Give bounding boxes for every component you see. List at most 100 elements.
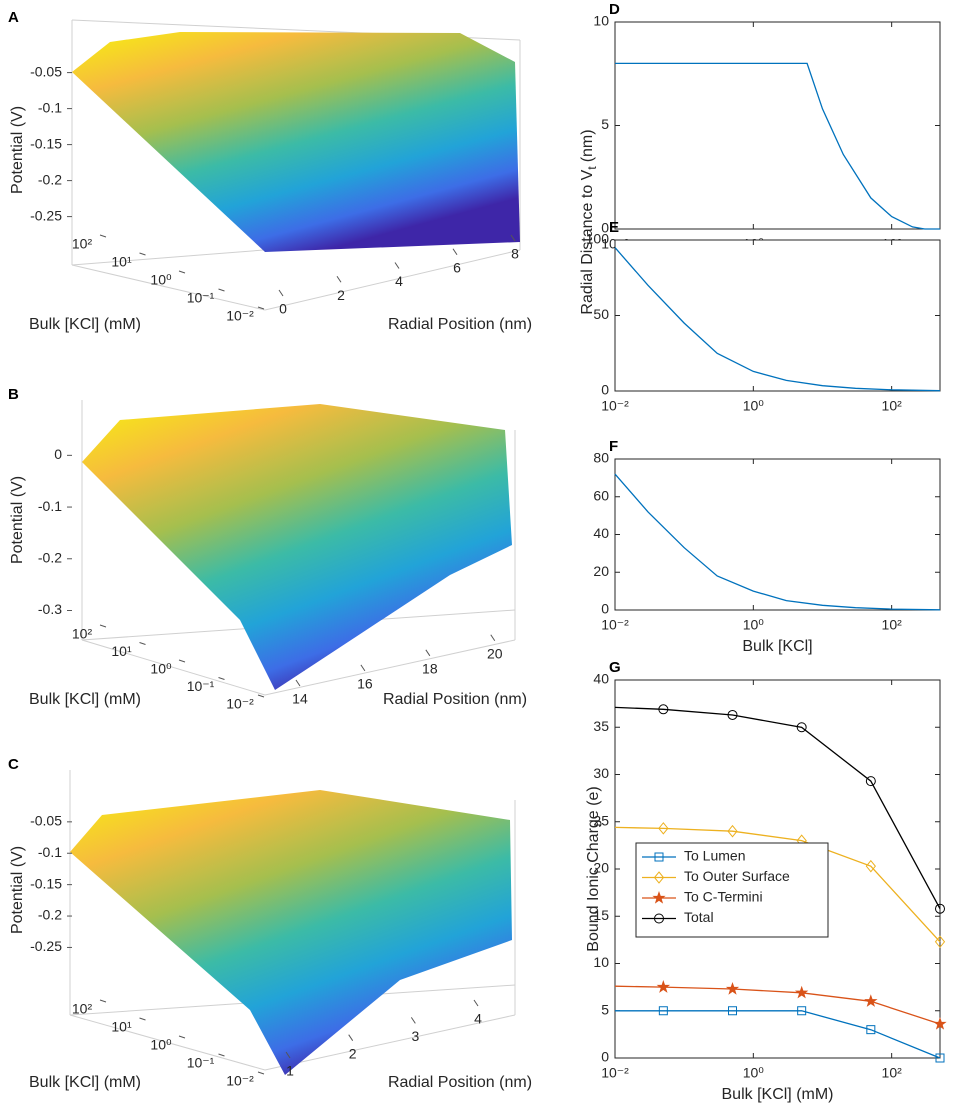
z-tick-label: -0.05 [30, 813, 62, 829]
legend-box [635, 842, 829, 938]
surface [70, 790, 512, 1075]
z-tick-label: -0.05 [30, 63, 62, 79]
x-axis-label: Bulk [KCl] (mM) [722, 1086, 834, 1103]
y-tick-label: 10¹ [111, 643, 132, 659]
y-tick-label: 0 [601, 601, 609, 617]
marker [725, 981, 740, 995]
y-tick [257, 694, 265, 698]
y-tick [99, 999, 107, 1003]
legend-label: To Lumen [684, 848, 745, 864]
panel-letter: C [8, 756, 19, 773]
surface [82, 404, 512, 690]
x-axis-label: Radial Position (nm) [388, 1074, 532, 1091]
marker [865, 859, 876, 873]
x-tick-label: 8 [511, 246, 519, 262]
y-tick [99, 234, 107, 238]
x-tick-label: 10⁰ [743, 617, 765, 633]
y-tick [257, 306, 265, 310]
y-tick-label: 15 [593, 907, 609, 923]
x-tick [278, 289, 284, 297]
y-tick-label: 0 [601, 382, 609, 398]
x-axis-label: Bulk [KCl] [742, 638, 812, 655]
x-tick [425, 649, 431, 657]
marker [935, 1053, 945, 1063]
y-tick-label: 10² [72, 236, 93, 252]
y-axis-label: Bulk [KCl] (mM) [29, 691, 141, 708]
z-tick-label: -0.25 [30, 207, 62, 223]
plot-frame [614, 21, 941, 230]
y-tick-label: 10⁻¹ [187, 1055, 215, 1071]
marker [797, 1006, 807, 1016]
y-tick-label: 0 [601, 1049, 609, 1065]
x-axis-label: Radial Position (nm) [383, 691, 527, 708]
marker [866, 1025, 876, 1035]
marker [796, 722, 807, 733]
x-tick-label: 6 [453, 259, 461, 275]
box-edge [264, 1014, 516, 1071]
panel-letter: F [609, 438, 618, 455]
x-tick-label: 4 [395, 273, 403, 289]
marker [658, 704, 669, 715]
y-tick [99, 624, 107, 628]
x-tick-label: 10⁻² [601, 1065, 629, 1081]
y-tick-label: 100 [586, 231, 610, 247]
y-tick-label: 5 [601, 1001, 609, 1017]
x-tick-label: 10² [882, 1065, 903, 1081]
marker [658, 822, 669, 835]
series-line [614, 826, 941, 943]
y-axis-label-suffix: (nm) [579, 129, 596, 162]
z-tick-label: -0.1 [38, 844, 62, 860]
x-tick [336, 275, 342, 283]
marker [865, 776, 876, 787]
y-tick-label: 10⁰ [150, 661, 172, 677]
plot-frame [614, 458, 941, 611]
x-tick-label: 18 [422, 661, 438, 677]
x-tick [452, 248, 458, 256]
z-axis-label: Potential (V) [9, 846, 26, 934]
box-edge [69, 1014, 266, 1071]
marker [934, 935, 946, 949]
x-tick-label: 10⁰ [743, 398, 765, 414]
y-tick [257, 1071, 265, 1075]
legend-marker [653, 871, 665, 884]
x-tick [295, 679, 301, 687]
y-axis-label: Bulk [KCl] (mM) [29, 1074, 141, 1091]
x-tick [285, 1051, 291, 1059]
y-tick-label: 25 [593, 812, 609, 828]
x-axis-label: Radial Position (nm) [388, 316, 532, 333]
y-tick [178, 270, 186, 274]
x-tick-label: 16 [357, 676, 373, 692]
x-tick [410, 1017, 416, 1024]
y-tick [178, 659, 186, 663]
marker [727, 709, 738, 720]
x-tick-label: 10² [882, 617, 903, 633]
series-line [614, 706, 941, 910]
legend-label: Total [684, 909, 714, 925]
legend-marker [654, 913, 664, 924]
legend-marker [652, 890, 666, 904]
panel-letter: G [609, 659, 621, 676]
marker [794, 985, 809, 999]
y-tick-label: 10⁻¹ [187, 290, 215, 306]
y-tick [139, 1017, 146, 1021]
z-tick-label: -0.1 [38, 498, 62, 514]
data-line [615, 62, 940, 230]
box-edge [264, 249, 521, 311]
x-tick [360, 664, 366, 672]
y-tick-label: 35 [593, 718, 609, 734]
z-tick-label: -0.2 [38, 549, 62, 565]
x-tick [473, 999, 479, 1007]
box-edge [264, 639, 516, 696]
marker [727, 824, 738, 838]
y-axis-label: Radial Distance to Vt (nm) [579, 129, 599, 314]
z-tick-label: -0.25 [30, 938, 62, 954]
y-tick-label: 0 [601, 220, 609, 236]
box-edge [71, 264, 266, 311]
y-tick-label: 10⁻² [226, 696, 254, 712]
x-tick-label: 4 [474, 1011, 482, 1027]
panel-letter: A [8, 9, 19, 26]
y-tick-label: 10⁰ [150, 1037, 172, 1053]
x-tick-label: 2 [337, 287, 345, 303]
y-axis-label-subscript: t [585, 166, 599, 170]
y-tick-label: 10⁻² [226, 1073, 254, 1089]
